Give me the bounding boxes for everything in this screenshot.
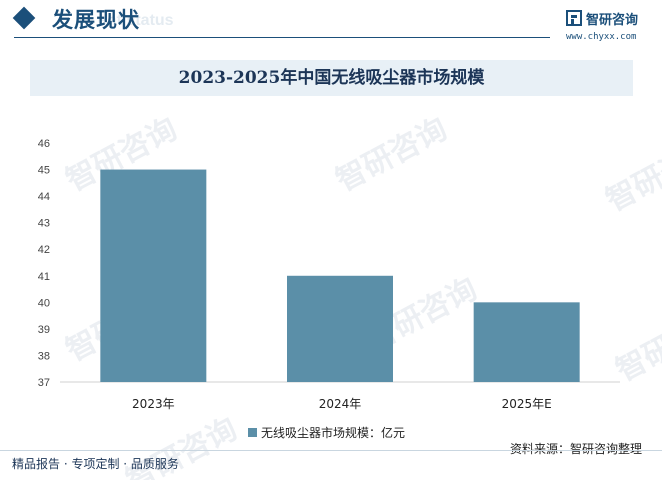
x-tick-label: 2025年E (502, 397, 552, 411)
y-tick-label: 44 (38, 191, 50, 203)
legend-label: 无线吸尘器市场规模：亿元 (261, 426, 406, 440)
brand-name: 智研咨询 (586, 13, 639, 28)
section-header: ent status 发展现状 智研咨询 www.chyxx.com (0, 0, 662, 42)
x-tick-label: 2024年 (319, 397, 362, 411)
y-tick-label: 43 (38, 218, 50, 230)
source-note: 资料来源：智研咨询整理 (510, 442, 643, 456)
chart-title-band: 2023-2025年中国无线吸尘器市场规模 (30, 60, 633, 96)
y-tick-label: 40 (38, 297, 50, 309)
bar-chart: 37 38 39 40 41 42 43 44 45 46 2023年 2024年 2025年E (38, 138, 620, 411)
legend-swatch (248, 428, 257, 437)
brand-block: 智研咨询 www.chyxx.com (566, 8, 656, 42)
bar (473, 302, 580, 382)
x-tick-label: 2023年 (132, 397, 175, 411)
y-tick-label: 37 (38, 377, 50, 389)
y-tick-label: 45 (38, 165, 50, 177)
brand-logo-icon (566, 10, 582, 26)
y-tick-label: 46 (38, 138, 50, 150)
footer-divider (0, 450, 662, 451)
section-title: 发展现状 (52, 8, 140, 32)
y-tick-label: 38 (38, 350, 50, 362)
y-tick-label: 42 (38, 244, 50, 256)
footer-tagline: 精品报告 · 专项定制 · 品质服务 (12, 457, 179, 471)
header-divider (14, 37, 550, 38)
footer: 精品报告 · 专项定制 · 品质服务 (0, 450, 662, 480)
y-tick-label: 39 (38, 324, 50, 336)
brand-url[interactable]: www.chyxx.com (566, 32, 637, 42)
y-tick-label: 41 (38, 271, 50, 283)
bar (287, 275, 393, 382)
section-subtitle: ent status (98, 12, 174, 29)
bar (100, 169, 207, 382)
chart-title: 2023-2025年中国无线吸尘器市场规模 (178, 68, 485, 88)
